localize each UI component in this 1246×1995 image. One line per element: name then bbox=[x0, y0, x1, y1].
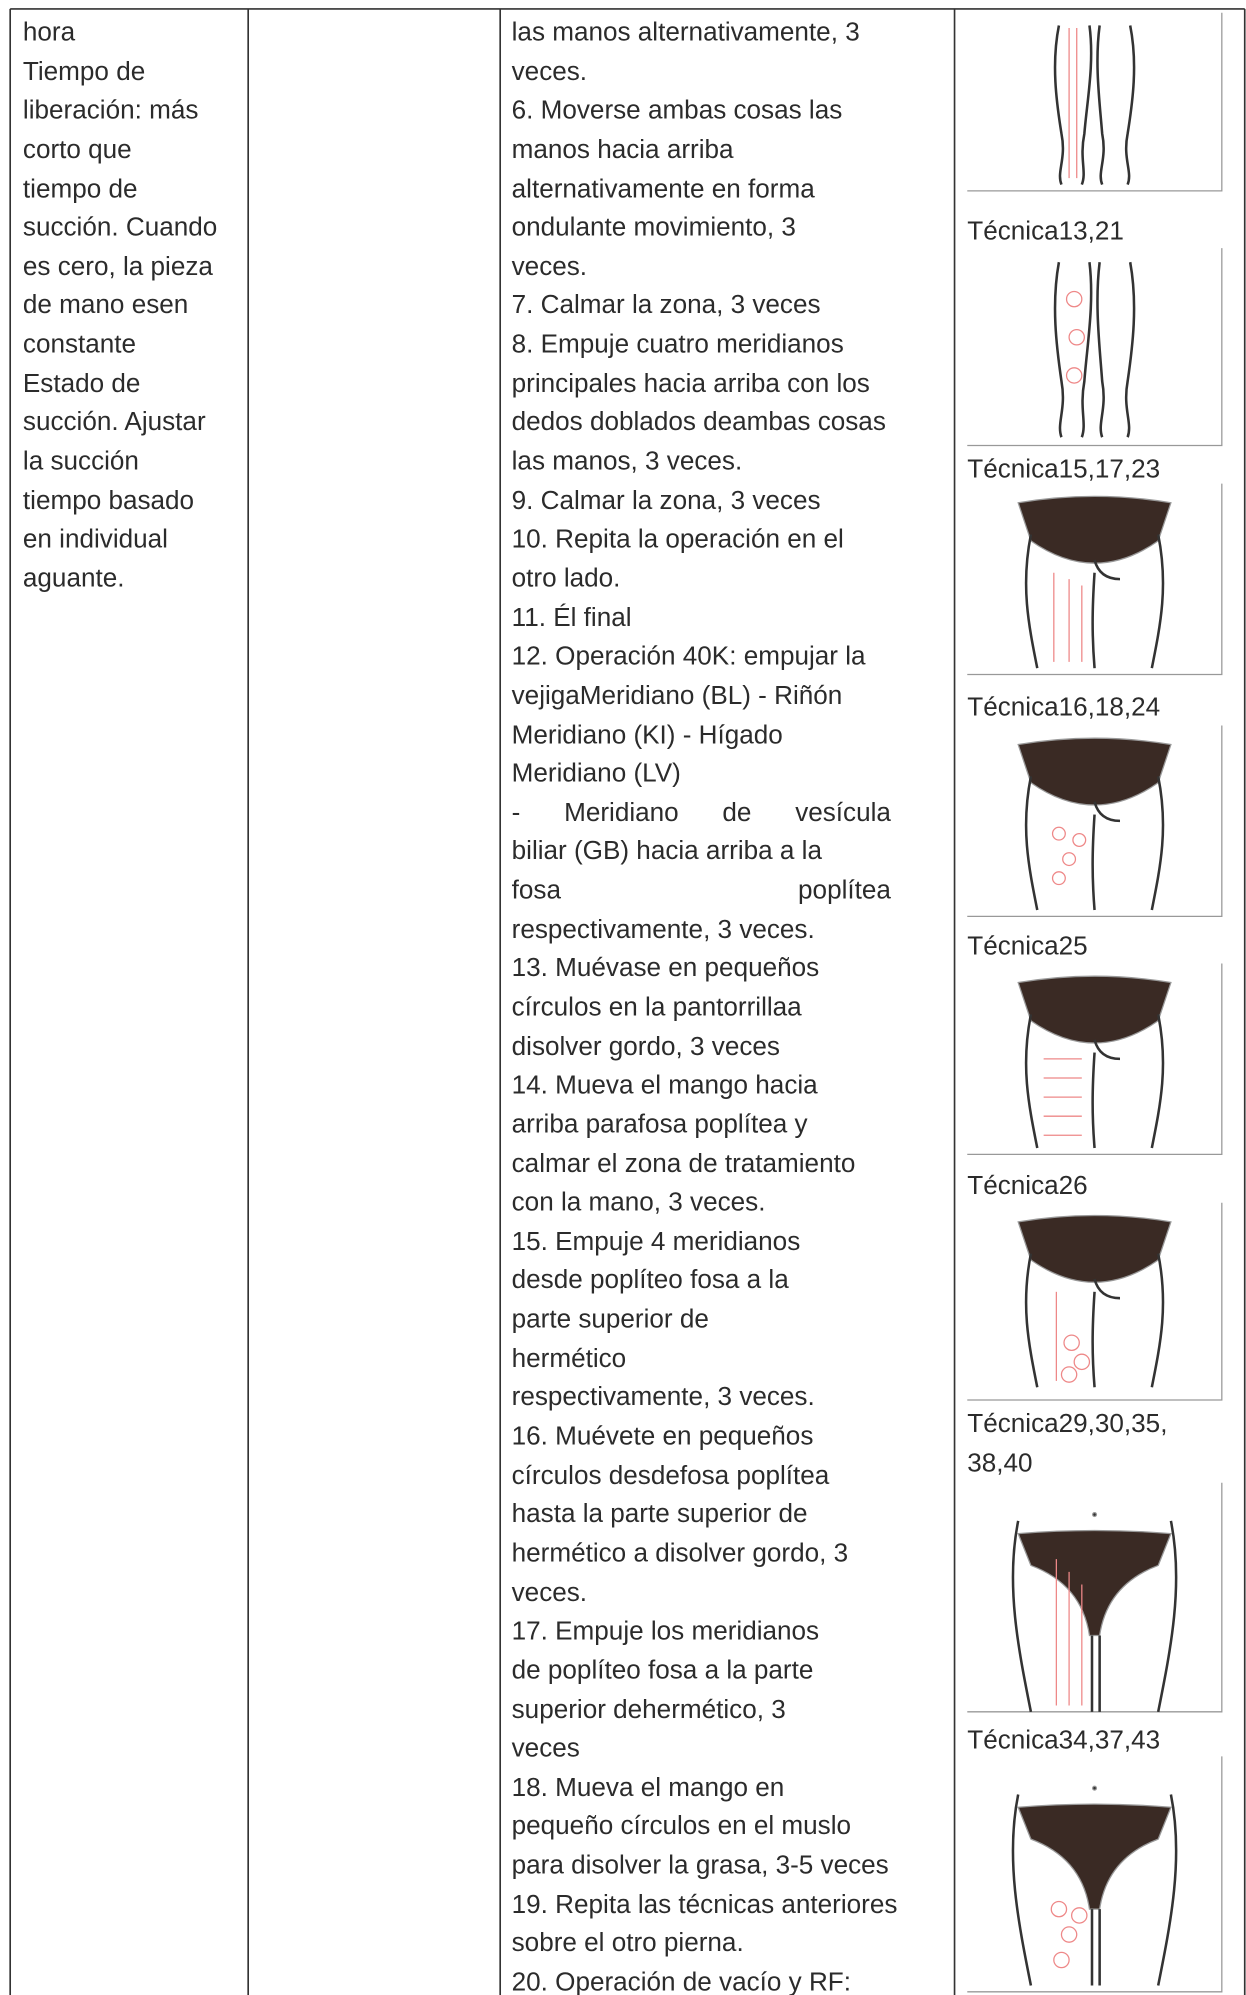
text-line: hermético a disolver gordo, 3 bbox=[511, 1538, 849, 1568]
text-line: hora bbox=[22, 17, 76, 48]
text-line: 20. Operación de vacío y RF: bbox=[511, 1967, 851, 1995]
figure bbox=[967, 12, 1223, 192]
text-line: 8. Empuje cuatro meridianos bbox=[511, 329, 844, 360]
text-line: 11. Él final bbox=[511, 602, 632, 633]
text-line: desde poplíteo fosa a la bbox=[511, 1265, 789, 1295]
figure-caption: Técnica15,17,23 bbox=[967, 454, 1161, 484]
text-line: 19. Repita las técnicas anteriores bbox=[511, 1889, 898, 1919]
text-line: veces. bbox=[511, 56, 588, 87]
text-line: círculos desdefosa poplítea bbox=[511, 1460, 830, 1490]
figure bbox=[967, 1756, 1223, 1993]
text-line: calmar el zona de tratamiento bbox=[511, 1148, 856, 1178]
text-line: 14. Mueva el mango hacia bbox=[511, 1070, 818, 1100]
text-line: principales hacia arriba con los bbox=[511, 368, 870, 399]
text-line: alternativamente en forma bbox=[511, 173, 815, 204]
text-line: superior dehermético, 3 bbox=[511, 1694, 786, 1724]
figure bbox=[967, 483, 1223, 676]
text-line: 16. Muévete en pequeños bbox=[511, 1421, 814, 1451]
text-line: biliar (GB) hacia arriba a la bbox=[511, 836, 822, 867]
text-line: Meridiano (KI) - Hígado bbox=[511, 719, 783, 750]
text-line: succión. Ajustar bbox=[22, 407, 206, 438]
figure-caption: Técnica26 bbox=[967, 1170, 1088, 1201]
figure-caption: Técnica16,18,24 bbox=[967, 692, 1161, 722]
figure-caption: Técnica29,30,35, 38,40 bbox=[967, 1408, 1168, 1478]
text-line: hasta la parte superior de bbox=[511, 1499, 808, 1529]
figure-caption: Técnica25 bbox=[967, 931, 1088, 961]
text-line: de mano esen bbox=[22, 290, 189, 321]
text-line: parte superior de bbox=[511, 1304, 709, 1334]
text-line: sobre el otro pierna. bbox=[511, 1928, 744, 1958]
text-line: constante bbox=[22, 329, 137, 360]
text-line: 15. Empuje 4 meridianos bbox=[511, 1226, 801, 1256]
figure bbox=[967, 1482, 1223, 1714]
figure bbox=[967, 963, 1223, 1156]
text-line: Meridiano (LV) bbox=[511, 758, 681, 789]
text-line: respectivamente, 3 veces. bbox=[511, 914, 815, 945]
text-line: Tiempo de bbox=[22, 56, 146, 87]
text-line: veces. bbox=[511, 1577, 588, 1607]
text-line: tiempo de bbox=[22, 173, 138, 204]
text-line: es cero, la pieza bbox=[22, 251, 213, 282]
text-line: hermético bbox=[511, 1343, 627, 1373]
text-line: veces bbox=[511, 1733, 580, 1763]
text-line: disolver gordo, 3 veces bbox=[511, 1031, 780, 1061]
text-line: tiempo basado bbox=[22, 485, 195, 516]
text-line: 10. Repita la operación en el bbox=[511, 524, 844, 555]
text-line: las manos, 3 veces. bbox=[511, 446, 743, 477]
text-line: aguante. bbox=[22, 563, 125, 594]
figure bbox=[967, 725, 1223, 918]
figure-caption: Técnica13,21 bbox=[967, 216, 1124, 246]
text-line: círculos en la pantorrillaa bbox=[511, 992, 802, 1023]
text-line: para disolver la grasa, 3-5 veces bbox=[511, 1850, 889, 1880]
figure-caption: Técnica34,37,43 bbox=[967, 1725, 1161, 1756]
text-line: las manos alternativamente, 3 bbox=[511, 17, 860, 48]
text-line: ondulante movimiento, 3 bbox=[511, 212, 796, 243]
text-line: 9. Calmar la zona, 3 veces bbox=[511, 485, 821, 516]
text-line: vejigaMeridiano (BL) - Riñón bbox=[511, 680, 843, 711]
text-line: liberación: más bbox=[22, 95, 199, 126]
text-line: manos hacia arriba bbox=[511, 134, 734, 165]
text-line: 7. Calmar la zona, 3 veces bbox=[511, 290, 821, 321]
text-line: 13. Muévase en pequeños bbox=[511, 953, 820, 984]
text-line: arriba parafosa poplítea y bbox=[511, 1109, 808, 1139]
text-line: otro lado. bbox=[511, 563, 621, 594]
text-line: corto que bbox=[22, 134, 132, 165]
text-line: 17. Empuje los meridianos bbox=[511, 1616, 820, 1646]
text-line: 12. Operación 40K: empujar la bbox=[511, 641, 866, 672]
text-line: pequeño círculos en el muslo bbox=[511, 1811, 852, 1841]
text-line: de poplíteo fosa a la parte bbox=[511, 1655, 814, 1685]
text-line: la succión bbox=[22, 446, 139, 477]
text-line: con la mano, 3 veces. bbox=[511, 1187, 766, 1217]
text-line: - Meridiano de vesícula bbox=[511, 797, 891, 828]
text-line: dedos doblados deambas cosas bbox=[511, 407, 886, 438]
figure bbox=[967, 1202, 1223, 1401]
text-line: respectivamente, 3 veces. bbox=[511, 1382, 815, 1412]
text-line: succión. Cuando bbox=[22, 212, 218, 243]
figure bbox=[967, 248, 1223, 447]
text-line: veces. bbox=[511, 251, 588, 282]
text-line: Estado de bbox=[22, 368, 141, 399]
text-line: 6. Moverse ambas cosas las bbox=[511, 95, 843, 126]
text-line: fosa poplítea bbox=[511, 875, 891, 906]
text-line: en individual bbox=[22, 524, 168, 555]
text-line: 18. Mueva el mango en bbox=[511, 1772, 785, 1802]
